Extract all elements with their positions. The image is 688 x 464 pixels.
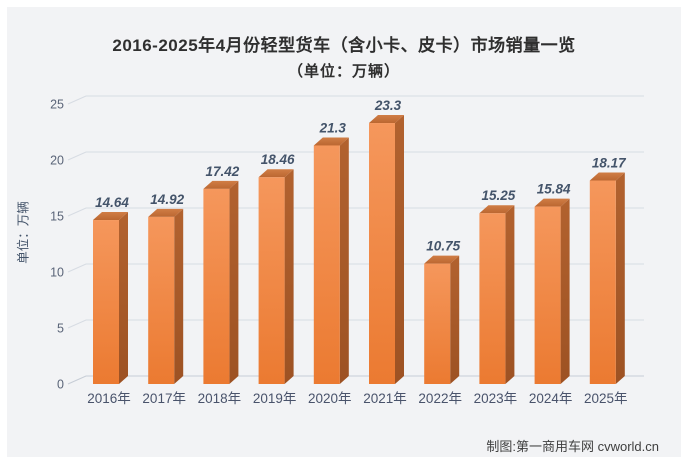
- bar-2021年: [369, 115, 404, 384]
- bar-value-label: 15.25: [482, 188, 516, 203]
- x-tick-label: 2024年: [529, 391, 573, 406]
- gridline: [67, 151, 644, 161]
- bar-value-label: 14.64: [95, 195, 129, 210]
- y-tick-label: 5: [57, 322, 64, 336]
- bar-front-face: [534, 206, 561, 384]
- bar-side-face: [229, 180, 239, 384]
- bar-2019年: [258, 169, 294, 384]
- y-tick-label: 25: [50, 98, 64, 112]
- bar-side-face: [174, 208, 184, 384]
- bar-2022年: [424, 255, 460, 384]
- bar-top-face: [369, 115, 404, 124]
- bar-front-face: [203, 188, 230, 384]
- bar-2024年: [534, 198, 570, 384]
- bar-side-face: [339, 137, 349, 384]
- bar-front-face: [479, 213, 506, 384]
- bar-value-label: 10.75: [426, 239, 460, 254]
- credit-line: 制图:第一商用车网 cvworld.cn: [486, 439, 659, 454]
- bar-top-face: [93, 212, 128, 221]
- x-tick-label: 2020年: [308, 391, 352, 406]
- bar-side-face: [395, 115, 404, 384]
- bar-top-face: [424, 255, 460, 264]
- bar-front-face: [424, 263, 451, 384]
- x-tick-label: 2022年: [418, 391, 462, 406]
- chart-title: 2016-2025年4月份轻型货车（含小卡、皮卡）市场销量一览 （单位：万辆）: [7, 31, 681, 81]
- bar-front-face: [93, 220, 119, 384]
- bar-2020年: [313, 137, 349, 384]
- bar-front-face: [148, 216, 175, 384]
- gridline: [67, 95, 644, 105]
- y-tick-label: 20: [50, 154, 64, 168]
- bar-value-label: 17.42: [206, 164, 240, 179]
- bar-2017年: [148, 208, 184, 384]
- x-tick-label: 2018年: [198, 391, 242, 406]
- y-tick-label: 15: [50, 210, 64, 224]
- bar-top-face: [258, 169, 294, 178]
- bar-2025年: [589, 172, 625, 384]
- bar-top-face: [203, 180, 239, 189]
- bar-2016年: [93, 212, 128, 384]
- bar-value-label: 14.92: [150, 192, 184, 207]
- bar-top-face: [479, 205, 515, 214]
- chart-panel: 2016-2025年4月份轻型货车（含小卡、皮卡）市场销量一览 （单位：万辆） …: [7, 7, 681, 457]
- bar-side-face: [505, 205, 515, 384]
- bar-top-face: [313, 137, 349, 146]
- bar-top-face: [534, 198, 570, 207]
- bar-2018年: [203, 180, 239, 384]
- bar-value-label: 15.84: [537, 182, 571, 197]
- chart-title-line1: 2016-2025年4月份轻型货车（含小卡、皮卡）市场销量一览: [112, 36, 576, 55]
- bar-value-label: 21.3: [319, 120, 347, 135]
- bar-top-face: [148, 208, 184, 217]
- bar-value-label: 18.46: [261, 152, 295, 167]
- y-tick-label: 0: [57, 378, 64, 392]
- bar-front-face: [313, 145, 340, 384]
- bar-top-face: [589, 172, 625, 181]
- bar-side-face: [560, 198, 570, 384]
- bar-side-face: [450, 255, 460, 384]
- bar-side-face: [615, 172, 625, 384]
- x-tick-label: 2017年: [142, 391, 186, 406]
- x-tick-label: 2016年: [87, 391, 131, 406]
- x-tick-label: 2019年: [253, 391, 297, 406]
- bar-front-face: [589, 180, 616, 384]
- bar-front-face: [369, 123, 395, 384]
- x-tick-label: 2021年: [363, 391, 407, 406]
- bar-2023年: [479, 205, 515, 384]
- x-tick-label: 2023年: [474, 391, 518, 406]
- gridline: [67, 207, 644, 217]
- bar-value-label: 18.17: [592, 155, 627, 170]
- bar-front-face: [258, 177, 285, 384]
- bar-side-face: [284, 169, 294, 384]
- chart-title-line2: （单位：万辆）: [287, 63, 400, 80]
- bar-value-label: 23.3: [374, 98, 402, 113]
- y-tick-label: 10: [50, 266, 64, 280]
- bar-side-face: [119, 212, 128, 384]
- x-tick-label: 2025年: [584, 391, 628, 406]
